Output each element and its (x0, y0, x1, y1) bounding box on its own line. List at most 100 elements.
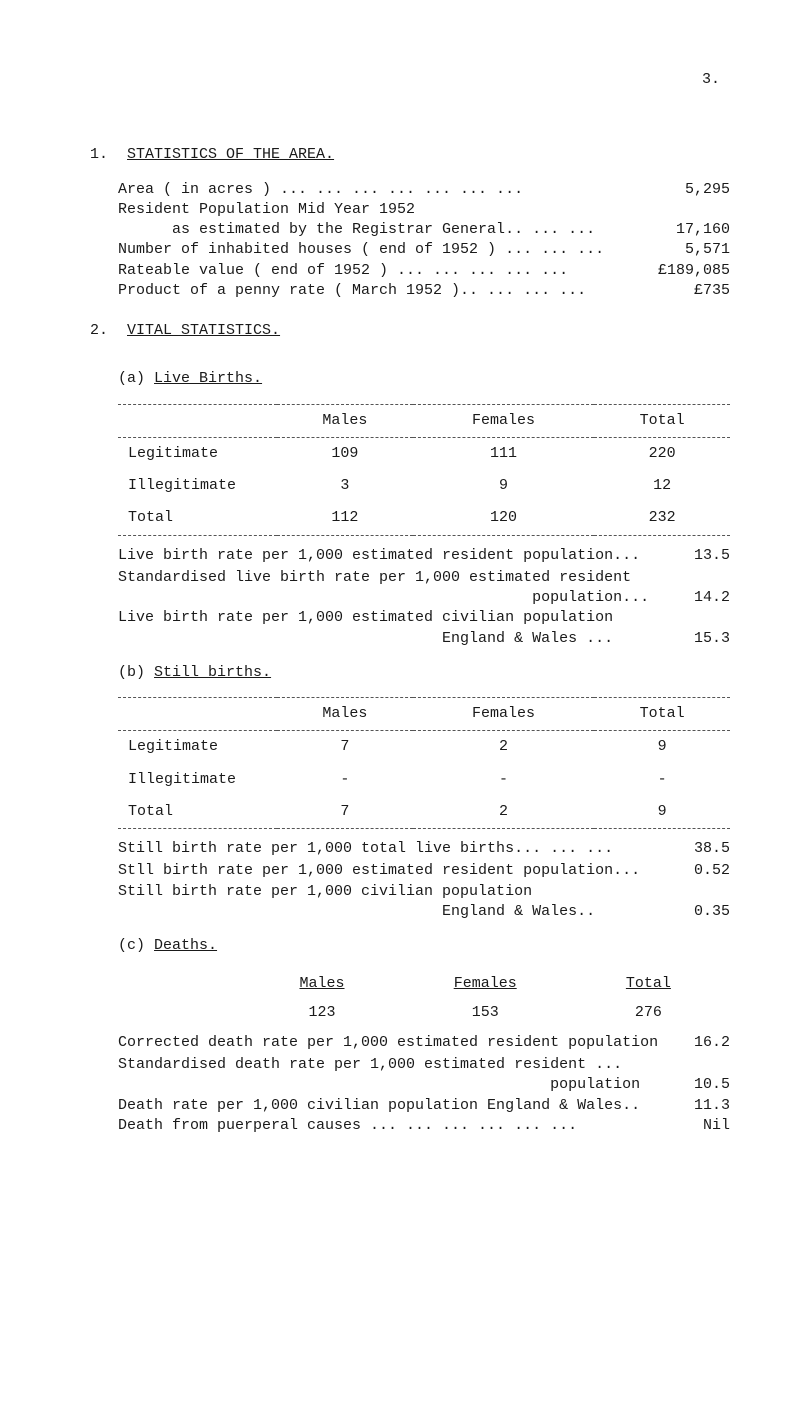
table-header: Males (277, 404, 413, 437)
section-1-number: 1. (90, 145, 118, 165)
stat-value: 5,571 (640, 240, 730, 260)
table-cell: - (277, 764, 413, 796)
table-cell: Total (118, 796, 277, 829)
table-header: Total (594, 698, 730, 731)
note-text: Death from puerperal causes ... ... ... … (118, 1117, 577, 1134)
note-line: Death from puerperal causes ... ... ... … (118, 1116, 730, 1136)
note-line: population... 14.2 (118, 588, 730, 608)
spacer (118, 1003, 240, 1023)
subsection-a-heading: (a) Live Births. (118, 369, 262, 389)
table-cell: Legitimate (118, 437, 277, 470)
table-header: Males (277, 698, 413, 731)
stat-label: Number of inhabited houses ( end of 1952… (118, 240, 640, 260)
subsection-b-title: Still births. (154, 664, 271, 681)
stat-value: 5,295 (640, 180, 730, 200)
table-cell: 109 (277, 437, 413, 470)
note-line: England & Wales ... 15.3 (118, 629, 730, 649)
note-line: Live birth rate per 1,000 estimated resi… (118, 546, 730, 566)
note-line: Still birth rate per 1,000 civilian popu… (118, 882, 730, 902)
table-header-row: Males Females Total (118, 404, 730, 437)
note-text: Standardised death rate per 1,000 estima… (118, 1056, 622, 1073)
table-header (118, 698, 277, 731)
note-text: Live birth rate per 1,000 estimated resi… (118, 547, 640, 564)
section-2-body: (a) Live Births. Males Females Total Leg… (118, 355, 730, 1136)
note-line: population 10.5 (118, 1075, 730, 1095)
table-header-row: Males Females Total (118, 698, 730, 731)
section-1-title: STATISTICS OF THE AREA. (127, 145, 334, 165)
stat-line: as estimated by the Registrar General.. … (118, 220, 730, 240)
note-text: Corrected death rate per 1,000 estimated… (118, 1034, 658, 1051)
note-text: Live birth rate per 1,000 estimated civi… (118, 609, 613, 626)
still-births-table: Males Females Total Legitimate 7 2 9 Ill… (118, 697, 730, 829)
subsection-b-heading: (b) Still births. (118, 663, 271, 683)
deaths-value: 276 (567, 1003, 730, 1023)
stat-line: Rateable value ( end of 1952 ) ... ... .… (118, 261, 730, 281)
stat-line: Number of inhabited houses ( end of 1952… (118, 240, 730, 260)
stat-label: as estimated by the Registrar General.. … (118, 220, 640, 240)
deaths-value: 153 (404, 1003, 567, 1023)
section-1-heading: 1. STATISTICS OF THE AREA. (90, 145, 730, 165)
note-text: Stll birth rate per 1,000 estimated resi… (118, 862, 640, 879)
deaths-value: 123 (240, 1003, 403, 1023)
note-value: 38.5 (660, 839, 730, 859)
note-value: 0.35 (660, 902, 730, 922)
table-cell: 9 (594, 731, 730, 764)
note-value: 15.3 (660, 629, 730, 649)
table-cell: 7 (277, 731, 413, 764)
table-cell: 112 (277, 502, 413, 535)
stat-label: Rateable value ( end of 1952 ) ... ... .… (118, 261, 640, 281)
stat-label: Resident Population Mid Year 1952 (118, 200, 640, 220)
note-text: Death rate per 1,000 civilian population… (118, 1097, 640, 1114)
table-cell: 3 (277, 470, 413, 502)
table-cell: 2 (413, 796, 595, 829)
table-row: Legitimate 7 2 9 (118, 731, 730, 764)
table-cell: Legitimate (118, 731, 277, 764)
table-header: Females (413, 404, 595, 437)
spacer (118, 974, 240, 994)
deaths-header: Males (240, 974, 403, 994)
table-cell: 2 (413, 731, 595, 764)
table-cell: - (594, 764, 730, 796)
table-row: Total 112 120 232 (118, 502, 730, 535)
deaths-value-row: 123 153 276 (118, 1003, 730, 1023)
note-text: Still birth rate per 1,000 civilian popu… (118, 883, 532, 900)
stat-line: Area ( in acres ) ... ... ... ... ... ..… (118, 180, 730, 200)
section-2-heading: 2. VITAL STATISTICS. (90, 321, 730, 341)
note-line: Corrected death rate per 1,000 estimated… (118, 1033, 730, 1053)
deaths-header: Total (567, 974, 730, 994)
table-cell: 9 (594, 796, 730, 829)
note-value: 13.5 (660, 546, 730, 566)
stat-line: Product of a penny rate ( March 1952 )..… (118, 281, 730, 301)
stat-value: £735 (640, 281, 730, 301)
note-value: 16.2 (660, 1033, 730, 1053)
stat-label: Product of a penny rate ( March 1952 )..… (118, 281, 640, 301)
stat-label: Area ( in acres ) ... ... ... ... ... ..… (118, 180, 640, 200)
note-text: population... (118, 589, 649, 606)
table-cell: 111 (413, 437, 595, 470)
note-line: Standardised live birth rate per 1,000 e… (118, 568, 730, 588)
subsection-b-paren: (b) (118, 664, 145, 681)
note-text: Still birth rate per 1,000 total live bi… (118, 840, 613, 857)
table-cell: Illegitimate (118, 470, 277, 502)
table-header: Females (413, 698, 595, 731)
subsection-c-heading: (c) Deaths. (118, 936, 217, 956)
page-number: 3. (90, 70, 730, 90)
table-header: Total (594, 404, 730, 437)
note-line: Still birth rate per 1,000 total live bi… (118, 839, 730, 859)
subsection-a-title: Live Births. (154, 370, 262, 387)
table-cell: Illegitimate (118, 764, 277, 796)
table-cell: 232 (594, 502, 730, 535)
subsection-a-paren: (a) (118, 370, 145, 387)
deaths-header-row: Males Females Total (118, 974, 730, 994)
note-text: population (118, 1076, 640, 1093)
note-line: England & Wales.. 0.35 (118, 902, 730, 922)
table-header (118, 404, 277, 437)
table-row: Illegitimate - - - (118, 764, 730, 796)
note-value: Nil (660, 1116, 730, 1136)
note-line: Standardised death rate per 1,000 estima… (118, 1055, 730, 1075)
stat-value (640, 200, 730, 220)
stat-value: 17,160 (640, 220, 730, 240)
table-cell: 220 (594, 437, 730, 470)
table-cell: 9 (413, 470, 595, 502)
note-text: England & Wales.. (118, 903, 595, 920)
